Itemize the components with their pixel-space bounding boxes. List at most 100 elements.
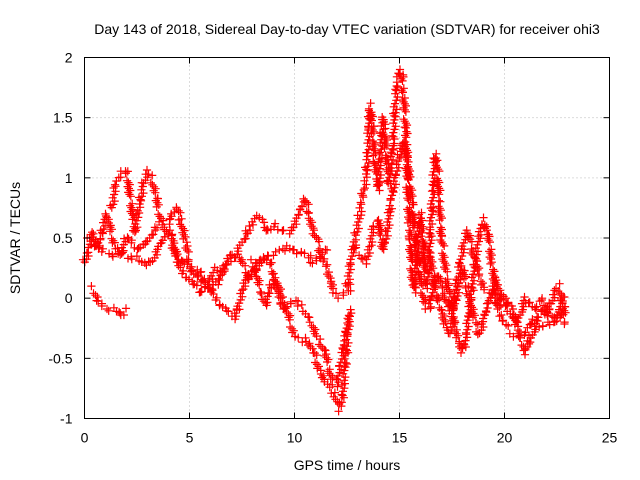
data-point (424, 299, 433, 308)
data-point (363, 148, 372, 157)
data-point (398, 88, 407, 97)
data-point (427, 187, 437, 196)
data-point (479, 314, 488, 323)
data-point (152, 223, 162, 232)
series-arc-b (83, 220, 332, 324)
data-point (264, 288, 273, 297)
data-point (417, 248, 426, 257)
data-point (276, 298, 285, 308)
data-point (452, 333, 461, 342)
data-point (422, 276, 431, 285)
data-point (429, 193, 438, 202)
data-point (423, 246, 432, 255)
data-point (351, 243, 361, 252)
data-point (336, 358, 345, 367)
data-point (340, 379, 349, 388)
data-point (406, 194, 415, 203)
data-point (285, 229, 294, 238)
data-point (526, 338, 535, 347)
data-point (215, 276, 224, 285)
data-point (375, 186, 384, 195)
data-point (294, 333, 303, 342)
data-point (463, 333, 472, 342)
data-point (447, 298, 456, 307)
data-point (137, 192, 146, 201)
data-point (177, 214, 186, 223)
y-axis-title: SDTVAR / TECUs (7, 182, 23, 294)
data-point (98, 244, 107, 253)
data-point (337, 348, 346, 357)
data-point (362, 155, 371, 164)
data-point (149, 230, 158, 239)
data-point (521, 328, 530, 337)
data-point (152, 202, 161, 211)
data-point (335, 361, 344, 370)
data-point (236, 289, 245, 298)
data-point (502, 300, 511, 309)
data-point (428, 170, 437, 180)
data-point (323, 357, 332, 367)
data-point (305, 339, 314, 348)
data-point (346, 286, 355, 295)
y-tick-label: -0.5 (48, 350, 72, 366)
data-point (346, 305, 355, 314)
data-point (95, 243, 104, 252)
data-point (98, 228, 107, 237)
data-point (388, 186, 397, 195)
data-point (558, 298, 567, 308)
data-point (384, 214, 393, 223)
data-point (545, 320, 554, 329)
data-point (339, 288, 348, 297)
data-point (474, 227, 484, 236)
data-point (188, 266, 197, 275)
data-point (280, 246, 290, 255)
data-point (321, 346, 330, 355)
data-point (505, 329, 514, 338)
data-point (362, 255, 371, 264)
data-point (193, 272, 202, 281)
data-point (456, 348, 466, 357)
data-point (410, 282, 419, 292)
data-point (355, 203, 364, 212)
data-point (298, 202, 307, 211)
data-point (105, 227, 115, 236)
data-point (218, 302, 227, 311)
data-point (497, 310, 506, 320)
data-point (467, 273, 476, 282)
data-point (390, 125, 399, 134)
x-tick-label: 15 (392, 430, 408, 446)
data-point (464, 311, 473, 321)
data-point (382, 234, 391, 243)
data-point (431, 283, 440, 292)
data-point (107, 203, 116, 212)
data-point (332, 374, 341, 383)
data-point (337, 398, 346, 407)
data-point (179, 234, 188, 243)
data-point (402, 133, 411, 142)
data-point (391, 85, 400, 94)
data-point (105, 249, 114, 258)
y-tick-label: 1.5 (53, 110, 73, 126)
data-point (427, 291, 436, 301)
data-point (181, 273, 190, 282)
y-tick-label: -1 (60, 411, 73, 427)
data-point (418, 228, 427, 237)
data-point (204, 283, 213, 292)
data-point (358, 191, 367, 200)
data-point (482, 226, 491, 235)
series-arc-d (106, 165, 356, 416)
data-point (109, 200, 118, 209)
data-point (382, 227, 391, 236)
data-point (255, 280, 264, 289)
data-point (393, 166, 402, 176)
data-point (258, 215, 267, 224)
data-point (116, 250, 125, 259)
data-point (208, 285, 217, 294)
data-point (356, 198, 365, 207)
data-point (461, 336, 470, 345)
data-point (127, 255, 136, 264)
data-point (383, 231, 392, 240)
data-point (269, 276, 278, 285)
data-point (450, 299, 460, 308)
